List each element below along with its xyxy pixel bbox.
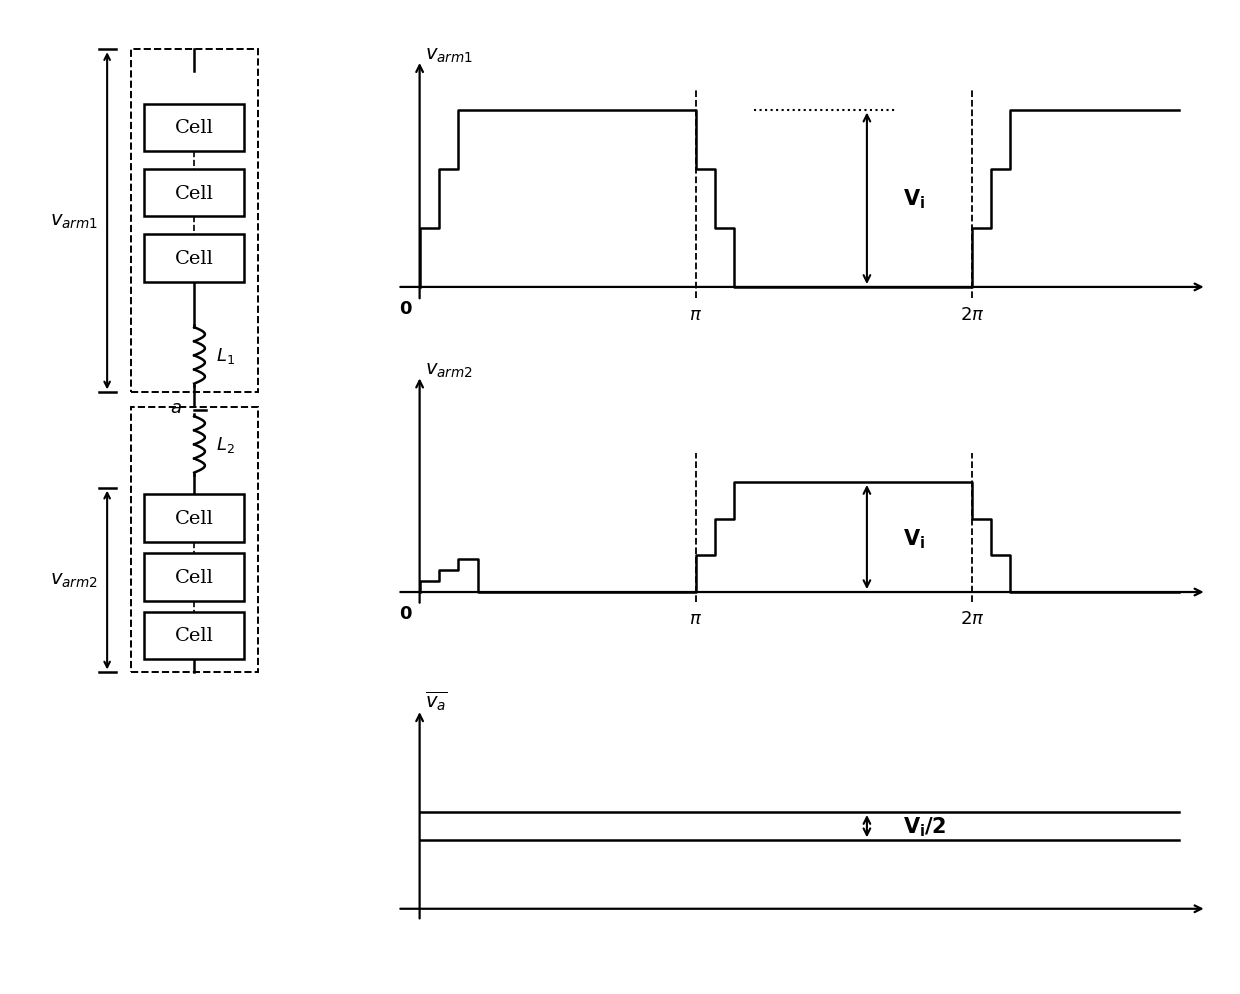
Text: Cell: Cell xyxy=(175,627,213,645)
Bar xyxy=(144,170,244,218)
Text: Cell: Cell xyxy=(175,249,213,267)
Text: $\mathbf{0}$: $\mathbf{0}$ xyxy=(399,604,413,622)
Text: Cell: Cell xyxy=(175,185,213,203)
Text: $L_2$: $L_2$ xyxy=(216,435,234,455)
Bar xyxy=(144,235,244,282)
Text: $\pi$: $\pi$ xyxy=(689,609,702,627)
Text: $\mathbf{V_i}$: $\mathbf{V_i}$ xyxy=(903,527,925,550)
Text: $2\pi$: $2\pi$ xyxy=(960,609,985,627)
Text: $\boldsymbol{v_{arm1}}$: $\boldsymbol{v_{arm1}}$ xyxy=(50,213,98,231)
Text: $\mathbf{0}$: $\mathbf{0}$ xyxy=(399,300,413,318)
Text: $\boldsymbol{v_{arm1}}$: $\boldsymbol{v_{arm1}}$ xyxy=(425,47,474,65)
Text: $\boldsymbol{v_{arm2}}$: $\boldsymbol{v_{arm2}}$ xyxy=(50,572,98,589)
Text: $a$: $a$ xyxy=(170,400,182,417)
Bar xyxy=(144,495,244,543)
Bar xyxy=(144,104,244,152)
Bar xyxy=(144,612,244,660)
Text: $2\pi$: $2\pi$ xyxy=(960,305,985,323)
Text: $\mathbf{V_i/2}$: $\mathbf{V_i/2}$ xyxy=(903,814,946,838)
Text: $\mathbf{V_i}$: $\mathbf{V_i}$ xyxy=(903,187,925,211)
Text: $L_1$: $L_1$ xyxy=(216,346,234,366)
Text: Cell: Cell xyxy=(175,510,213,528)
Text: $\boldsymbol{v_{arm2}}$: $\boldsymbol{v_{arm2}}$ xyxy=(425,361,474,380)
Text: Cell: Cell xyxy=(175,569,213,586)
Bar xyxy=(144,554,244,601)
Text: $\overline{v_a}$: $\overline{v_a}$ xyxy=(425,689,448,713)
Text: Cell: Cell xyxy=(175,119,213,137)
Text: $\pi$: $\pi$ xyxy=(689,305,702,323)
